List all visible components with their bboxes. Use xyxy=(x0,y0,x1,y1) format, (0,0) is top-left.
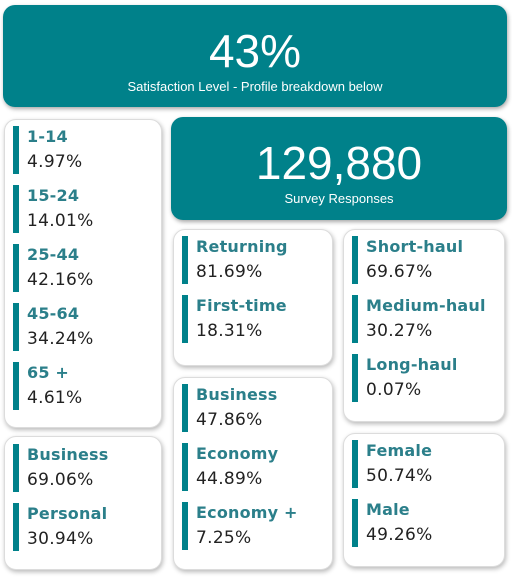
customer-type-value: 18.31% xyxy=(196,321,263,341)
travel-type-panel: Business 69.06% Personal 30.94% xyxy=(4,436,162,570)
age-group-value: 4.61% xyxy=(27,388,83,408)
accent-bar xyxy=(13,244,19,292)
travel-type-value: 30.94% xyxy=(27,529,94,549)
flight-distance-label: Long-haul xyxy=(366,355,458,374)
customer-type-label: Returning xyxy=(196,237,288,256)
class-label: Economy + xyxy=(196,503,298,522)
class-label: Economy xyxy=(196,444,279,463)
travel-type-value: 69.06% xyxy=(27,470,94,490)
accent-bar xyxy=(182,443,188,491)
responses-caption: Survey Responses xyxy=(284,191,394,206)
satisfaction-kpi-card: 43% Satisfaction Level - Profile breakdo… xyxy=(3,5,507,107)
travel-type-label: Business xyxy=(27,445,109,464)
accent-bar xyxy=(13,503,19,551)
accent-bar xyxy=(352,354,358,402)
age-group-value: 4.97% xyxy=(27,152,83,172)
age-group-label: 65 + xyxy=(27,363,70,382)
accent-bar xyxy=(13,303,19,351)
gender-label: Female xyxy=(366,441,433,460)
age-group-value: 34.24% xyxy=(27,329,94,349)
customer-type-value: 81.69% xyxy=(196,262,263,282)
flight-distance-value: 0.07% xyxy=(366,380,422,400)
customer-type-panel: Returning 81.69% First-time 18.31% xyxy=(173,229,333,366)
age-group-label: 45-64 xyxy=(27,304,80,323)
age-group-value: 14.01% xyxy=(27,211,94,231)
accent-bar xyxy=(182,295,188,343)
accent-bar xyxy=(182,384,188,432)
accent-bar xyxy=(182,236,188,284)
gender-value: 50.74% xyxy=(366,466,433,486)
gender-label: Male xyxy=(366,500,410,519)
gender-value: 49.26% xyxy=(366,525,433,545)
age-group-panel: 1-14 4.97% 15-24 14.01% 25-44 42.16% 45-… xyxy=(4,119,162,428)
class-panel: Business 47.86% Economy 44.89% Economy +… xyxy=(173,377,333,570)
accent-bar xyxy=(352,236,358,284)
class-value: 47.86% xyxy=(196,410,263,430)
age-group-value: 42.16% xyxy=(27,270,94,290)
flight-distance-value: 69.67% xyxy=(366,262,433,282)
class-label: Business xyxy=(196,385,278,404)
gender-panel: Female 50.74% Male 49.26% xyxy=(343,433,505,567)
accent-bar xyxy=(13,185,19,233)
class-value: 44.89% xyxy=(196,469,263,489)
satisfaction-caption: Satisfaction Level - Profile breakdown b… xyxy=(127,79,383,94)
age-group-label: 1-14 xyxy=(27,127,68,146)
age-group-label: 15-24 xyxy=(27,186,80,205)
class-value: 7.25% xyxy=(196,528,252,548)
travel-type-label: Personal xyxy=(27,504,108,523)
accent-bar xyxy=(352,499,358,547)
accent-bar xyxy=(182,502,188,550)
flight-distance-panel: Short-haul 69.67% Medium-haul 30.27% Lon… xyxy=(343,229,505,422)
responses-kpi-card: 129,880 Survey Responses xyxy=(171,117,507,220)
accent-bar xyxy=(13,362,19,410)
flight-distance-value: 30.27% xyxy=(366,321,433,341)
accent-bar xyxy=(352,440,358,488)
accent-bar xyxy=(13,444,19,492)
satisfaction-value: 43% xyxy=(208,25,302,77)
responses-value: 129,880 xyxy=(255,137,423,189)
accent-bar xyxy=(352,295,358,343)
flight-distance-label: Short-haul xyxy=(366,237,464,256)
flight-distance-label: Medium-haul xyxy=(366,296,486,315)
accent-bar xyxy=(13,126,19,174)
age-group-label: 25-44 xyxy=(27,245,80,264)
customer-type-label: First-time xyxy=(196,296,287,315)
